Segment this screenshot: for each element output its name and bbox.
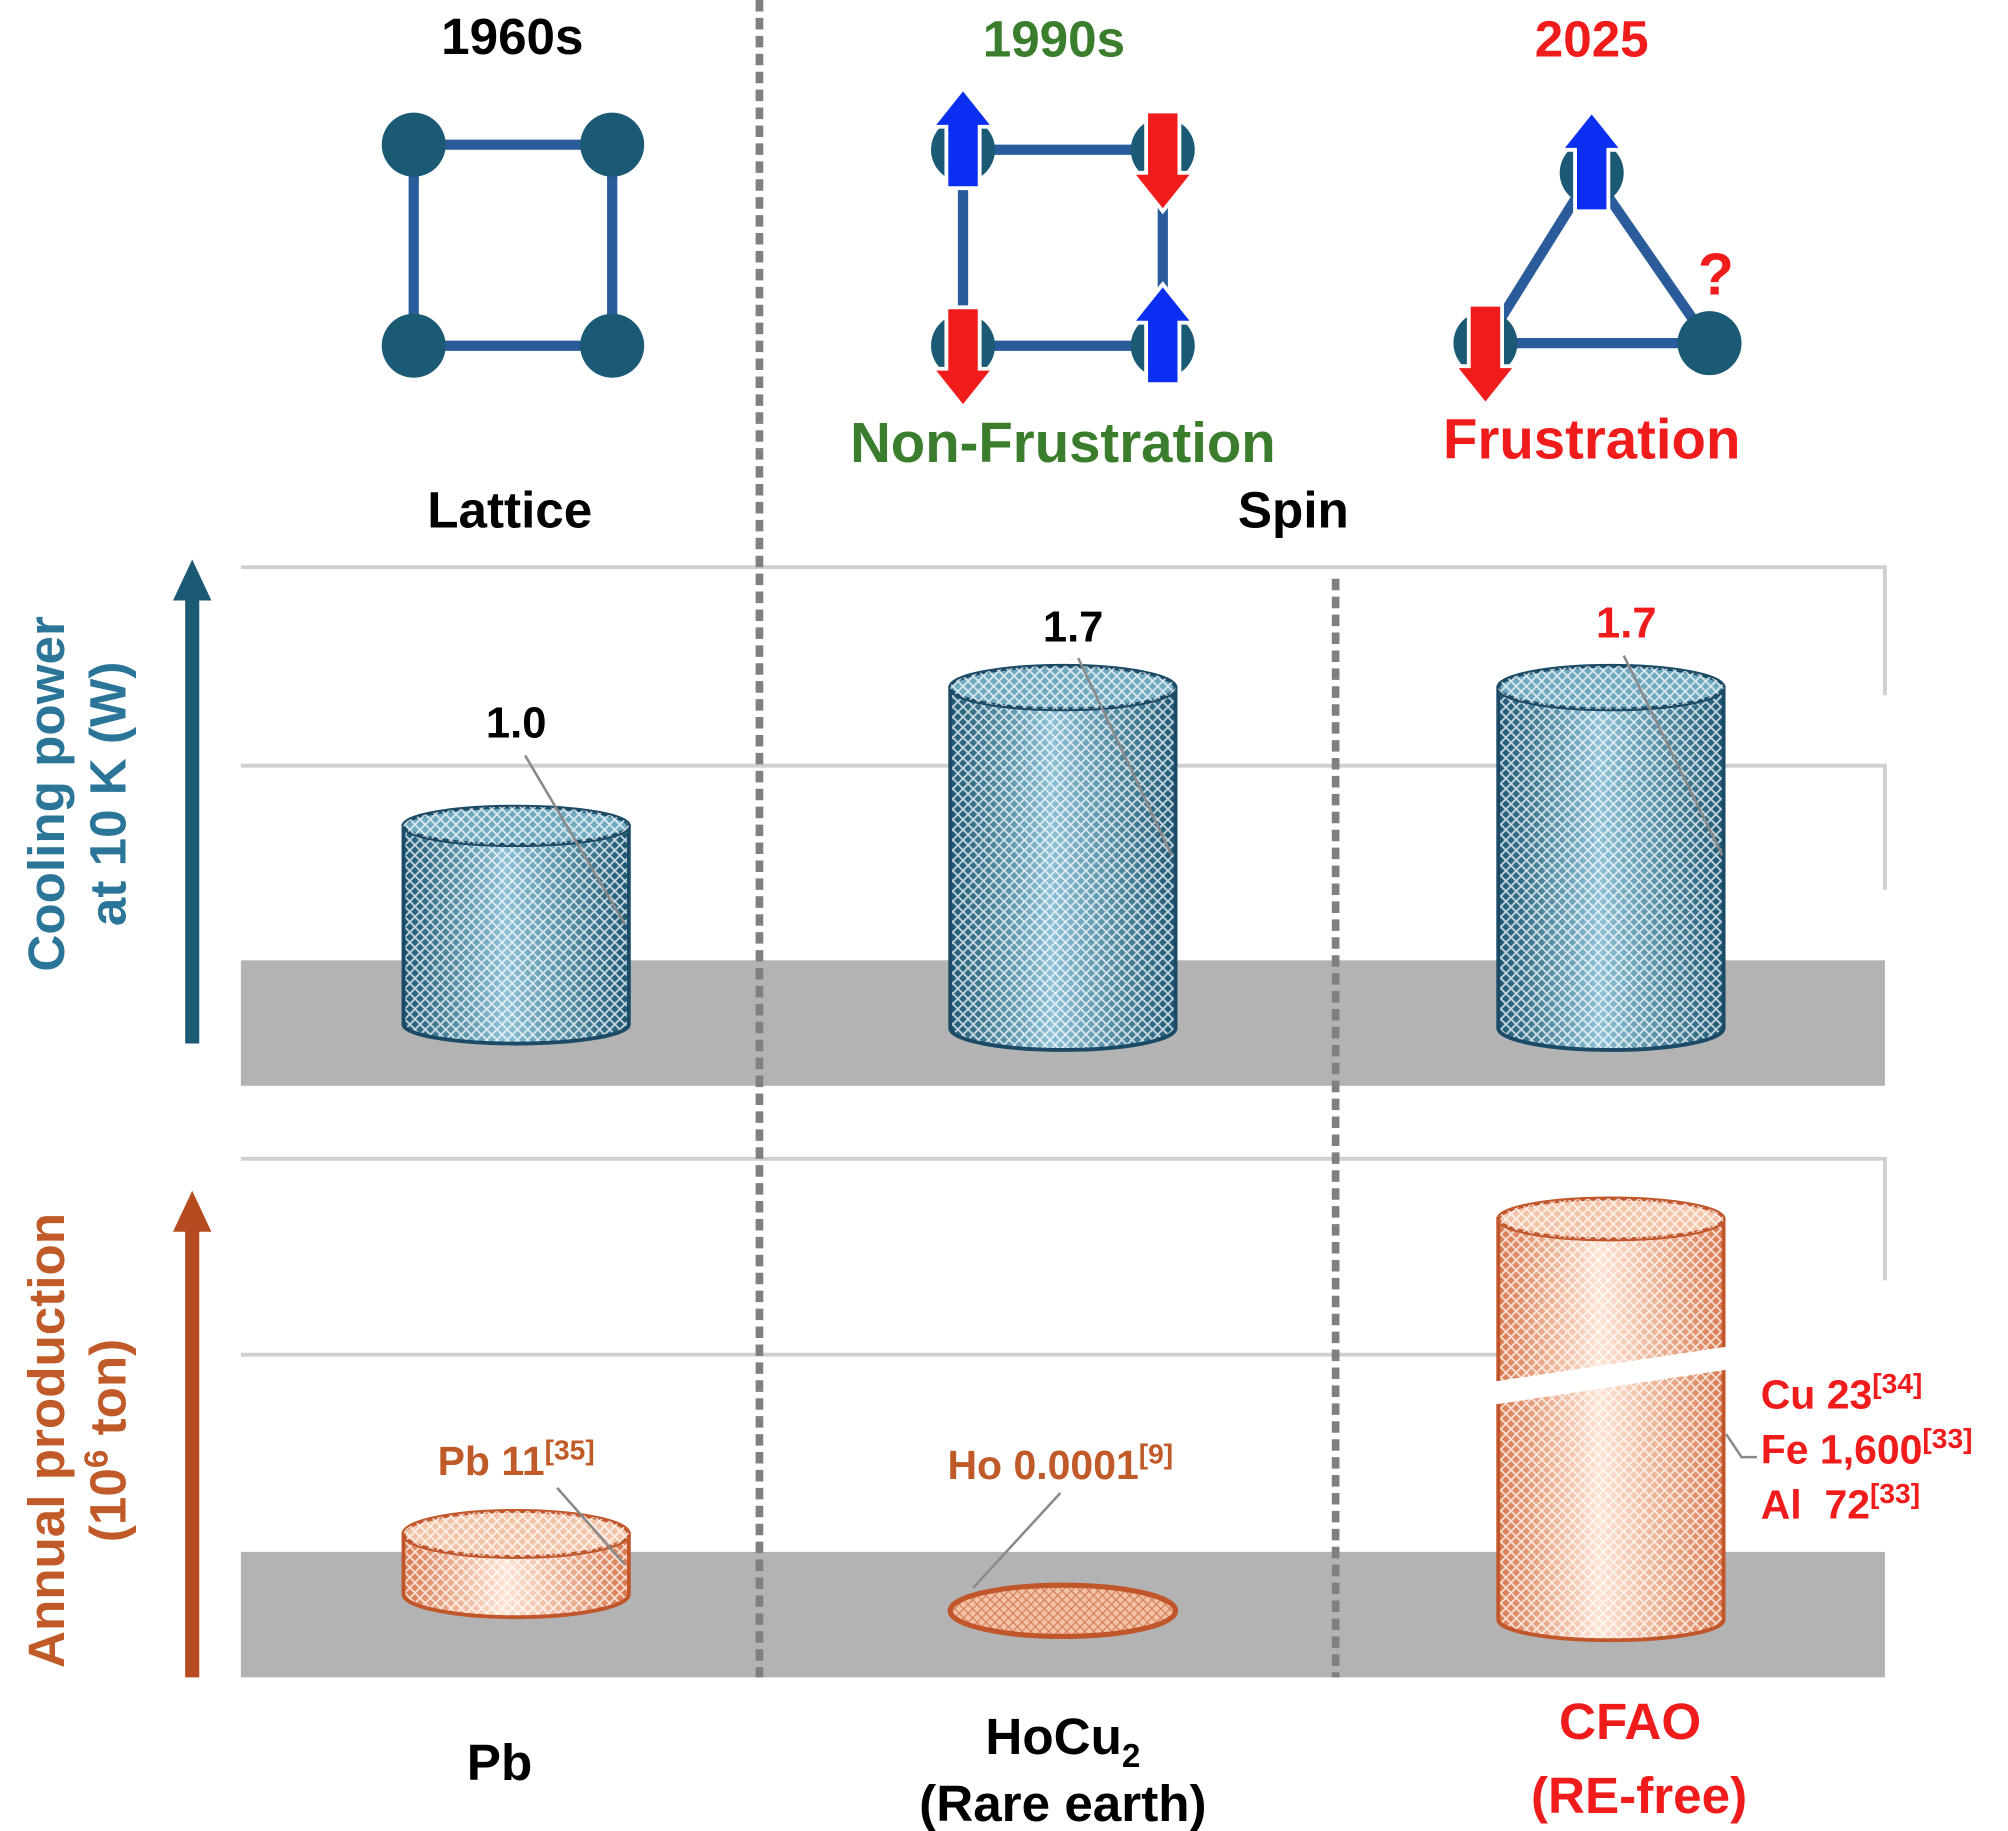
material-text: HoCu: [985, 1708, 1122, 1765]
leader-line: [524, 754, 627, 926]
shapes: [173, 85, 1757, 1678]
category-label: Spin: [1238, 482, 1349, 539]
bond: [1587, 169, 1714, 347]
cylinder-top-texture: [403, 806, 629, 846]
material-note: (RE-free): [1531, 1767, 1747, 1824]
reference: [35]: [545, 1435, 595, 1466]
value-label: 1.0: [486, 700, 547, 748]
leader-line: [556, 1486, 626, 1566]
axis-label: Annual production: [18, 1213, 75, 1668]
reference: [9]: [1139, 1439, 1173, 1470]
reference: [34]: [1872, 1368, 1922, 1399]
material-note: (Rare earth): [919, 1775, 1206, 1831]
material-name: Pb: [467, 1734, 532, 1791]
axis-label: (106 ton): [79, 1339, 137, 1542]
element-text: Al 72: [1761, 1482, 1870, 1528]
leader-line: [1077, 657, 1173, 856]
axis-label-exponent: 6: [79, 1450, 116, 1469]
unknown-spin: ?: [1698, 242, 1734, 307]
axis-break: [1485, 1344, 1742, 1406]
reference: [33]: [1922, 1423, 1972, 1454]
spin-arrow: [928, 85, 998, 191]
cylinder-top-texture: [1498, 1198, 1724, 1240]
cylinder-top-texture: [950, 665, 1176, 710]
cylinder-texture: [1496, 1217, 1726, 1643]
category-label: Lattice: [427, 482, 592, 539]
spin-state: Non-Frustration: [850, 411, 1276, 474]
atom: [580, 313, 645, 378]
atom: [381, 313, 446, 378]
production-label: Pb 11[35]: [438, 1435, 595, 1484]
cylinder-top-texture: [1498, 665, 1724, 710]
spin-arrow: [1450, 302, 1521, 408]
cylinder-texture: [401, 823, 631, 1046]
guide-lines: [240, 1156, 1887, 1357]
axis-label-part: (10: [80, 1468, 137, 1542]
axis-label-part: ton): [80, 1339, 137, 1450]
element-label: Fe 1,600[33]: [1761, 1423, 1973, 1472]
production-label: Ho 0.0001[9]: [947, 1439, 1173, 1488]
spin-arrow: [1556, 108, 1627, 214]
subscript: 2: [1122, 1738, 1141, 1775]
element-text: Cu 23: [1761, 1371, 1873, 1417]
era-label: 1960s: [441, 8, 583, 65]
element-text: Fe 1,600: [1761, 1427, 1923, 1473]
element-label: Al 72[33]: [1761, 1478, 1920, 1527]
cylinder-top-texture: [403, 1510, 629, 1557]
value-label: 1.7: [1043, 603, 1104, 651]
production-text: Pb 11: [438, 1438, 545, 1484]
value-label: 1.7: [1596, 600, 1656, 648]
material-name: CFAO: [1559, 1693, 1701, 1750]
cylinder-texture: [948, 685, 1178, 1052]
atom: [580, 112, 645, 177]
leader-line: [1622, 655, 1724, 856]
cylinder-texture: [1496, 685, 1726, 1052]
reference: [33]: [1870, 1478, 1920, 1509]
guide-lines: [240, 565, 1887, 890]
leader-line: [1725, 1433, 1757, 1459]
spin-arrow: [1128, 281, 1198, 387]
atom: [381, 112, 446, 177]
production-text: Ho 0.0001: [947, 1442, 1138, 1488]
spin-arrow: [928, 305, 998, 411]
axis-label: at 10 K (W): [80, 662, 137, 927]
spin-state: Frustration: [1443, 407, 1740, 470]
disk: [947, 1582, 1179, 1639]
axis-arrow-head: [173, 559, 212, 601]
axis-arrow-head: [173, 1190, 212, 1232]
material-name: HoCu2: [985, 1708, 1140, 1775]
leader-line: [972, 1492, 1062, 1589]
element-label: Cu 23[34]: [1761, 1368, 1923, 1417]
era-label: 1990s: [983, 10, 1125, 67]
spin-arrow: [1128, 109, 1198, 215]
era-label: 2025: [1535, 10, 1649, 67]
axis-label: Cooling power: [18, 616, 75, 972]
atom: [1677, 311, 1742, 376]
